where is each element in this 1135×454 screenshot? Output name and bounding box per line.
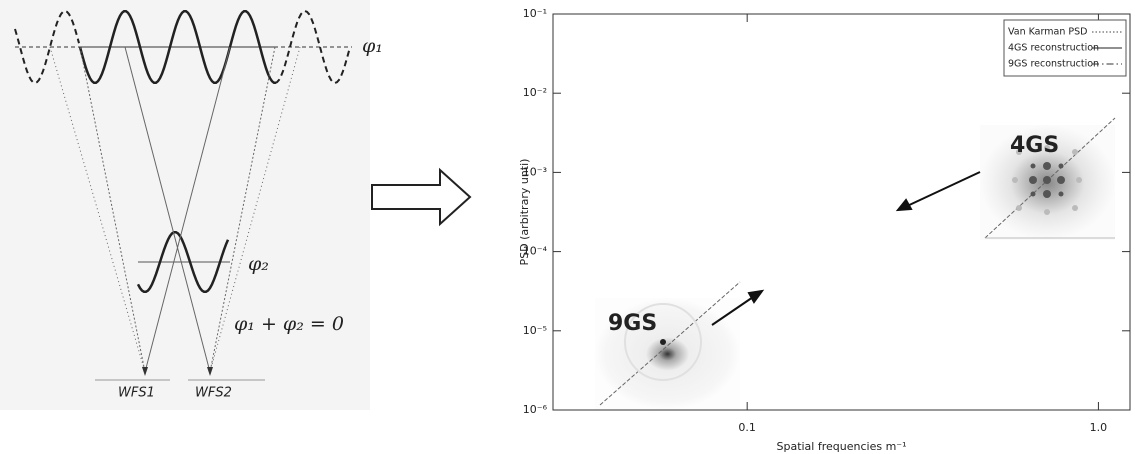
inset-spot: [1058, 191, 1064, 197]
ray: [209, 46, 301, 373]
wfs-label: WFS1: [118, 386, 155, 401]
y-tick-label: 10⁻¹: [523, 7, 547, 20]
insets: [595, 117, 1116, 410]
pointer-head: [895, 198, 913, 212]
ray-head: [142, 367, 148, 376]
wfs-label: WFS2: [195, 386, 232, 401]
wave: [78, 9, 276, 85]
diagram-background: [0, 0, 370, 410]
inset-spot: [1016, 205, 1022, 211]
equation: φ₁ + φ₂ = 0: [234, 313, 344, 335]
inset-spot: [1030, 163, 1036, 169]
inset-spot: [1043, 190, 1051, 198]
inset-spot: [1012, 177, 1018, 183]
y-tick-label: 10⁻³: [523, 165, 547, 178]
inset-spot: [1043, 176, 1051, 184]
big-arrow: [371, 167, 472, 227]
y-axis-label: PSD (arbitrary unti): [518, 159, 531, 266]
inset-spot: [1029, 176, 1037, 184]
inset-spot: [1057, 176, 1065, 184]
ray: [49, 46, 146, 373]
diagram: [14, 9, 352, 376]
ray: [79, 46, 146, 373]
y-tick-label: 10⁻⁴: [523, 245, 548, 258]
wave: [136, 230, 230, 294]
phi1-label: φ₁: [362, 35, 383, 57]
inset-spot: [1044, 145, 1050, 151]
inset-diagonal: [984, 117, 1116, 239]
ray: [209, 46, 276, 373]
legend-label: Van Karman PSD: [1008, 27, 1087, 38]
x-tick-label: 0.1: [738, 421, 756, 434]
plot-frame: [552, 13, 1131, 411]
inset-spot: [1072, 205, 1078, 211]
x-tick-label: 1.0: [1090, 421, 1108, 434]
inset-spot: [1043, 162, 1051, 170]
wave: [274, 9, 350, 85]
y-tick-label: 10⁻⁶: [523, 403, 548, 416]
inset-spot: [1072, 149, 1078, 155]
y-tick-label: 10⁻²: [523, 86, 547, 99]
annotation: 9GS: [608, 311, 657, 336]
inset-spot: [660, 339, 666, 345]
x-axis-label: Spatial frequencies m⁻¹: [776, 440, 906, 453]
ray-head: [207, 367, 213, 376]
pointer: [904, 171, 981, 208]
pointers: [711, 171, 981, 326]
annotation: 4GS: [1010, 133, 1059, 158]
wave: [14, 9, 80, 85]
pointer-head: [747, 289, 765, 304]
inset-diagonal: [599, 281, 741, 406]
pointer: [711, 294, 757, 326]
inset-spot: [1058, 163, 1064, 169]
ray: [124, 46, 211, 373]
y-tick-label: 10⁻⁵: [523, 324, 547, 337]
phi2-label: φ₂: [248, 253, 269, 275]
inset-spot: [1044, 209, 1050, 215]
inset-spot: [1076, 177, 1082, 183]
inset-ring: [624, 303, 702, 381]
inset-spot: [1030, 191, 1036, 197]
chart: 10⁻⁶ 10⁻⁵ 10⁻⁴ 10⁻³ 10⁻² 10⁻¹ 0.1 1.0 Spatial fr…: [518, 7, 1131, 453]
inset-9gs: [595, 298, 740, 410]
legend-label: 4GS reconstruction: [1008, 43, 1099, 54]
ray: [144, 46, 231, 373]
legend-label: 9GS reconstruction: [1008, 59, 1099, 70]
inset-spot: [1016, 149, 1022, 155]
